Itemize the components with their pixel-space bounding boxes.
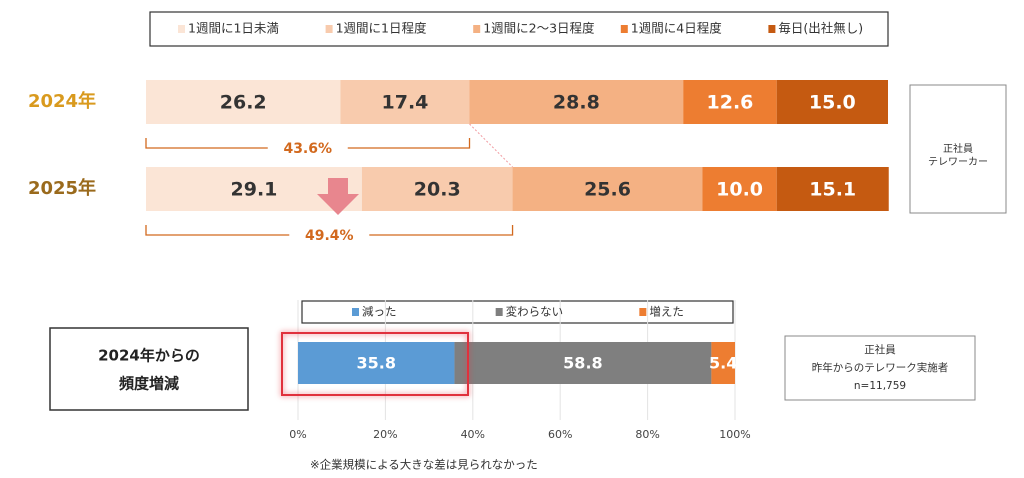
side-note: 昨年からのテレワーク実施者 — [812, 361, 949, 374]
bracket-label: 49.4% — [305, 228, 354, 244]
data-label: 10.0 — [716, 179, 763, 201]
down-arrow — [317, 178, 359, 215]
bar-segment — [469, 80, 684, 124]
data-label: 29.1 — [231, 179, 278, 201]
legend-label: 1週間に1日程度 — [336, 21, 427, 36]
data-label: 15.0 — [809, 92, 856, 114]
bar-segment — [340, 80, 470, 124]
bar-segment — [454, 342, 712, 384]
x-tick-label: 0% — [289, 428, 306, 441]
bar-segment — [512, 167, 703, 211]
bar-segment — [683, 80, 777, 124]
data-label: 25.6 — [584, 179, 631, 201]
x-tick-label: 20% — [373, 428, 397, 441]
side-note: n=11,759 — [854, 380, 906, 392]
data-label: 12.6 — [707, 92, 754, 114]
x-tick-label: 40% — [461, 428, 485, 441]
x-tick-label: 100% — [719, 428, 750, 441]
data-label: 5.4 — [709, 354, 737, 373]
legend-box — [301, 300, 734, 324]
footnote: ※企業規模による大きな差は見られなかった — [310, 458, 538, 472]
legend-box — [149, 11, 889, 47]
legend-swatch — [639, 308, 647, 316]
legend-swatch — [495, 308, 503, 316]
side-note-box — [909, 84, 1007, 214]
bar-segment — [361, 167, 513, 211]
legend-swatch — [178, 25, 185, 33]
row-label: 頻度増減 — [119, 375, 179, 393]
x-tick-label: 60% — [548, 428, 572, 441]
side-note: テレワーカー — [928, 156, 988, 168]
legend-label: 1週間に2～3日程度 — [483, 21, 595, 36]
row-label: 2024年からの — [98, 347, 200, 365]
data-label: 20.3 — [414, 179, 461, 201]
legend-swatch — [352, 308, 359, 316]
side-note: 正社員 — [864, 343, 896, 356]
category-label: 2025年 — [28, 177, 96, 199]
legend-label: 1週間に4日程度 — [631, 21, 722, 36]
data-label: 15.1 — [809, 179, 856, 201]
legend-label: 変わらない — [506, 305, 563, 319]
row-label-box — [49, 327, 249, 411]
data-label: 35.8 — [356, 354, 395, 373]
side-note-box — [784, 335, 976, 401]
data-label: 58.8 — [563, 354, 602, 373]
legend-label: 毎日(出社無し) — [778, 21, 863, 36]
bar-segment — [776, 167, 889, 211]
data-label: 26.2 — [220, 92, 267, 114]
legend-swatch — [768, 25, 776, 33]
bar-segment — [146, 80, 341, 124]
bracket-label-bg — [289, 225, 370, 245]
plot-layer: 1週間に1日未満 1週間に1日程度 1週間に2～3日程度 1週間に4日程度 毎日(出社無… — [28, 21, 988, 472]
data-label: 28.8 — [553, 92, 600, 114]
x-tick-label: 80% — [635, 428, 659, 441]
side-note: 正社員 — [943, 142, 973, 155]
bar-segment — [146, 167, 362, 211]
legend-swatch — [325, 25, 333, 33]
bar-segment — [776, 80, 888, 124]
bar-segment — [298, 342, 455, 384]
legend-label: 増えた — [649, 305, 684, 319]
legend-label: 減った — [362, 305, 397, 319]
bar-segment — [711, 342, 735, 384]
legend-swatch — [473, 25, 481, 33]
bar-segment — [702, 167, 777, 211]
category-label: 2024年 — [28, 90, 96, 112]
highlight-box — [281, 332, 469, 396]
bracket-label: 43.6% — [283, 141, 332, 157]
legend-label: 1週間に1日未満 — [188, 21, 279, 36]
data-label: 17.4 — [382, 92, 429, 114]
legend-swatch — [620, 25, 628, 33]
bracket-label-bg — [267, 138, 348, 158]
